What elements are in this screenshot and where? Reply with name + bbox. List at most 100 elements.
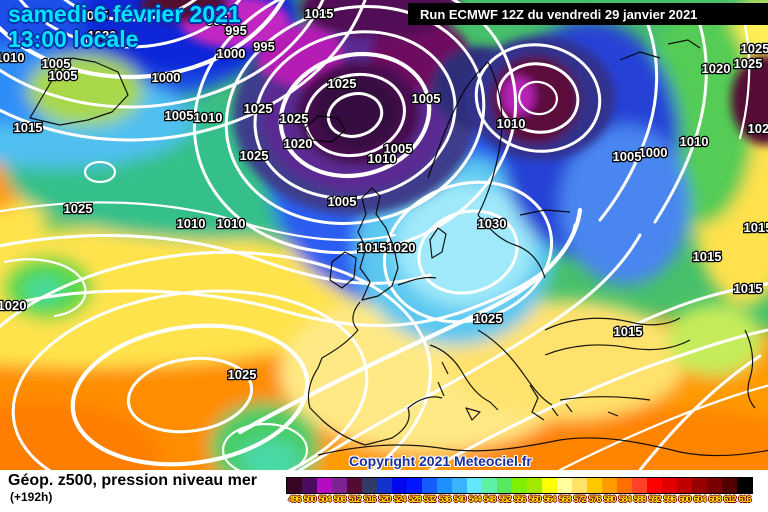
scale-value: 592 — [648, 494, 661, 504]
scale-swatch — [407, 478, 422, 493]
scale-value: 616 — [738, 494, 751, 504]
pressure-label: 1010 — [0, 50, 24, 65]
scale-swatch — [557, 478, 572, 493]
pressure-label: 1005 — [328, 194, 357, 209]
scale-swatches — [286, 477, 753, 494]
pressure-label: 1020 — [284, 136, 313, 151]
scale-swatch — [302, 478, 317, 493]
pressure-label: 1025 — [734, 56, 763, 71]
scale-swatch — [707, 478, 722, 493]
pressure-label: 1015 — [101, 34, 130, 49]
scale-swatch — [332, 478, 347, 493]
forecast-date: samedi 6 février 2021 — [8, 1, 241, 27]
pressure-label: 1020 — [387, 240, 416, 255]
scale-value: 536 — [438, 494, 451, 504]
pressure-label: 995 — [225, 23, 247, 38]
scale-value: 500 — [303, 494, 316, 504]
pressure-label: 1015 — [614, 324, 643, 339]
forecast-date-block: samedi 6 février 2021 13:00 locale — [8, 2, 241, 52]
scale-value: 568 — [558, 494, 571, 504]
pressure-label: 1010 — [497, 116, 526, 131]
pressure-label: 1025 — [741, 41, 768, 56]
scale-swatch — [317, 478, 332, 493]
scale-swatch — [482, 478, 497, 493]
pressure-label: 1010 — [217, 216, 246, 231]
scale-swatch — [722, 478, 737, 493]
pressure-label: 1025 — [244, 101, 273, 116]
scale-swatch — [437, 478, 452, 493]
scale-value: 600 — [678, 494, 691, 504]
pressure-labels-layer: 1025101599599510201015995102510001010100… — [0, 5, 768, 384]
scale-swatch — [392, 478, 407, 493]
scale-value: 572 — [573, 494, 586, 504]
pressure-label: 1015 — [305, 6, 334, 21]
scale-value: 564 — [543, 494, 556, 504]
map-canvas: 1025101599599510201015995102510001010100… — [0, 0, 768, 470]
scale-value: 560 — [528, 494, 541, 504]
pressure-label: 1025 — [474, 311, 503, 326]
scale-value: 520 — [378, 494, 391, 504]
scale-swatch — [737, 478, 752, 493]
pressure-label: 1030 — [478, 216, 507, 231]
scale-value: 496 — [288, 494, 301, 504]
scale-labels: 496 500 504 508 512 516 520 524 528 532 536 540 544 5… — [287, 494, 752, 504]
pressure-label: 1025 — [228, 367, 257, 382]
scale-swatch — [602, 478, 617, 493]
pressure-label: 1025 — [64, 201, 93, 216]
pressure-label: 1020 — [748, 121, 768, 136]
pressure-label: 1020 — [0, 298, 26, 313]
pressure-label: 1000 — [217, 46, 246, 61]
pressure-label: 1005 — [165, 108, 194, 123]
color-scale: 496 500 504 508 512 516 520 524 528 532 536 540 544 5… — [286, 477, 753, 504]
scale-value: 544 — [468, 494, 481, 504]
scale-value: 548 — [483, 494, 496, 504]
pressure-label: 1000 — [639, 145, 668, 160]
scale-swatch — [377, 478, 392, 493]
scale-swatch — [632, 478, 647, 493]
pressure-label: 1010 — [177, 216, 206, 231]
scale-swatch — [422, 478, 437, 493]
scale-value: 584 — [618, 494, 631, 504]
pressure-label: 1015 — [734, 281, 763, 296]
scale-value: 608 — [708, 494, 721, 504]
scale-swatch — [542, 478, 557, 493]
pressure-label: 1025 — [240, 148, 269, 163]
pressure-label: 1020 — [88, 28, 117, 43]
pressure-label: 1020 — [702, 61, 731, 76]
scale-value: 528 — [408, 494, 421, 504]
copyright-notice: Copyright 2021 Meteociel.fr — [349, 453, 532, 469]
isobar-contours — [0, 0, 768, 470]
scale-swatch — [452, 478, 467, 493]
pressure-label: 1005 — [42, 56, 71, 71]
scale-value: 504 — [318, 494, 331, 504]
pressure-label: 995 — [206, 13, 228, 28]
pressure-label: 1015 — [14, 120, 43, 135]
scale-value: 552 — [498, 494, 511, 504]
scale-swatch — [512, 478, 527, 493]
forecast-hour: (+192h) — [10, 490, 53, 504]
pressure-label: 1025 — [280, 111, 309, 126]
scale-value: 512 — [348, 494, 361, 504]
pressure-label: 1010 — [368, 151, 397, 166]
pressure-label: 1025 — [80, 8, 109, 23]
coastlines — [29, 39, 768, 457]
legend-bar: Géop. z500, pression niveau mer (+192h) … — [0, 470, 768, 512]
pressure-label: 1005 — [613, 149, 642, 164]
scale-swatch — [692, 478, 707, 493]
scale-value: 540 — [453, 494, 466, 504]
scale-value: 576 — [588, 494, 601, 504]
geopotential-field — [0, 0, 768, 470]
scale-value: 612 — [723, 494, 736, 504]
pressure-label: 1015 — [358, 240, 387, 255]
pressure-label: 1005 — [49, 68, 78, 83]
pressure-label: 995 — [253, 39, 275, 54]
scale-value: 524 — [393, 494, 406, 504]
pressure-label: 1005 — [412, 91, 441, 106]
pressure-label: 1025 — [328, 76, 357, 91]
forecast-time: 13:00 locale — [8, 26, 139, 52]
scale-swatch — [617, 478, 632, 493]
pressure-label: 1015 — [693, 249, 722, 264]
scale-value: 508 — [333, 494, 346, 504]
chart-title: Géop. z500, pression niveau mer — [8, 472, 257, 489]
